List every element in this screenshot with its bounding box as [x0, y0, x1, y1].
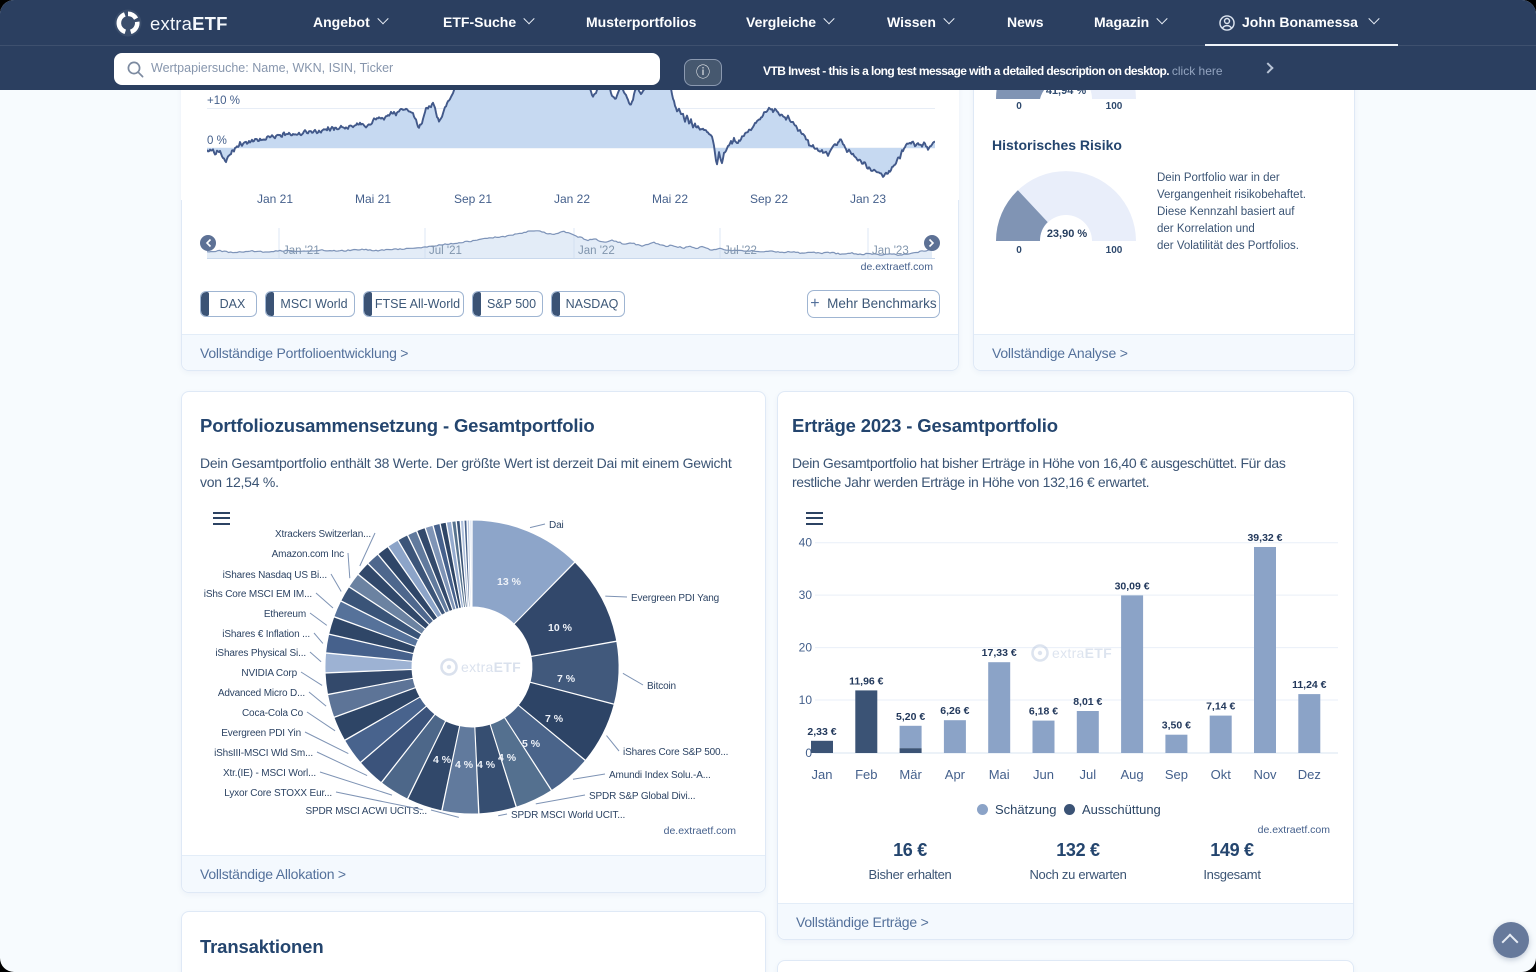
svg-text:Coca-Cola Co: Coca-Cola Co — [242, 708, 304, 719]
svg-text:6,26 €: 6,26 € — [940, 705, 969, 717]
svg-text:SPDR MSCI ACWI UCITS...: SPDR MSCI ACWI UCITS... — [305, 806, 427, 817]
svg-text:Sep: Sep — [1165, 767, 1188, 782]
svg-text:7,14 €: 7,14 € — [1206, 701, 1235, 713]
svg-text:0: 0 — [805, 746, 812, 760]
svg-text:iShares Physical Si...: iShares Physical Si... — [215, 648, 306, 659]
svg-text:39,32 €: 39,32 € — [1247, 532, 1282, 544]
svg-text:Advanced Micro D...: Advanced Micro D... — [218, 688, 305, 699]
svg-text:de.extraetf.com: de.extraetf.com — [861, 261, 934, 273]
svg-text:Amundi Index Solu.-A...: Amundi Index Solu.-A... — [609, 770, 711, 781]
svg-text:7 %: 7 % — [557, 673, 576, 685]
svg-text:0 %: 0 % — [207, 135, 227, 147]
svg-text:Xtr.(IE) - MSCI Worl...: Xtr.(IE) - MSCI Worl... — [223, 768, 316, 779]
svg-text:10: 10 — [799, 693, 813, 707]
svg-text:Apr: Apr — [945, 767, 966, 782]
svg-text:4 %: 4 % — [433, 754, 452, 766]
svg-text:Mär: Mär — [899, 767, 922, 782]
svg-text:SPDR MSCI World UCIT...: SPDR MSCI World UCIT... — [511, 810, 625, 821]
svg-text:10 %: 10 % — [548, 622, 573, 634]
svg-text:20: 20 — [799, 641, 813, 655]
svg-text:4 %: 4 % — [477, 759, 496, 771]
svg-text:Evergreen PDI Yang: Evergreen PDI Yang — [631, 593, 719, 604]
svg-text:Sep 21: Sep 21 — [454, 192, 492, 206]
svg-text:Jan: Jan — [812, 767, 833, 782]
svg-text:Jan 22: Jan 22 — [554, 192, 590, 206]
svg-text:Nov: Nov — [1253, 767, 1277, 782]
svg-text:Amazon.com Inc: Amazon.com Inc — [272, 549, 345, 560]
svg-text:Feb: Feb — [855, 767, 877, 782]
svg-text:Mai 21: Mai 21 — [355, 192, 391, 206]
svg-text:Aug: Aug — [1121, 767, 1144, 782]
svg-text:2,33 €: 2,33 € — [807, 726, 836, 738]
svg-text:Lyxor Core STOXX Eur...: Lyxor Core STOXX Eur... — [224, 788, 332, 799]
svg-text:Sep 22: Sep 22 — [750, 192, 788, 206]
svg-text:Jul '22: Jul '22 — [724, 245, 757, 257]
svg-text:extraETF: extraETF — [461, 659, 521, 675]
svg-text:5 %: 5 % — [522, 738, 541, 750]
svg-text:+10 %: +10 % — [207, 95, 240, 107]
svg-text:Jan '23: Jan '23 — [872, 245, 909, 257]
svg-text:Mai 22: Mai 22 — [652, 192, 688, 206]
svg-text:Ethereum: Ethereum — [264, 609, 306, 620]
svg-text:100: 100 — [1106, 101, 1123, 112]
svg-text:Jul: Jul — [1079, 767, 1096, 782]
svg-text:30,09 €: 30,09 € — [1115, 580, 1150, 592]
svg-text:Jan 21: Jan 21 — [257, 192, 293, 206]
svg-text:iShs Core MSCI EM IM...: iShs Core MSCI EM IM... — [204, 589, 312, 600]
svg-text:11,96 €: 11,96 € — [849, 675, 884, 687]
svg-text:30: 30 — [799, 588, 813, 602]
svg-text:Jan '21: Jan '21 — [283, 245, 320, 257]
svg-text:4 %: 4 % — [455, 759, 474, 771]
svg-text:iShares Core S&P 500...: iShares Core S&P 500... — [623, 747, 728, 758]
svg-text:iShares Nasdaq US Bi...: iShares Nasdaq US Bi... — [223, 570, 327, 581]
svg-text:100: 100 — [1106, 245, 1123, 256]
svg-text:Mai: Mai — [989, 767, 1010, 782]
svg-text:Evergreen PDI Yin: Evergreen PDI Yin — [221, 728, 301, 739]
svg-text:23,90 %: 23,90 % — [1047, 228, 1088, 240]
svg-text:3,50 €: 3,50 € — [1162, 720, 1191, 732]
svg-text:extraETF: extraETF — [1052, 645, 1112, 661]
svg-text:Jul '21: Jul '21 — [429, 245, 462, 257]
svg-text:5,20 €: 5,20 € — [896, 711, 925, 723]
svg-text:NVIDIA Corp: NVIDIA Corp — [241, 668, 297, 679]
svg-text:0: 0 — [1016, 245, 1022, 256]
svg-text:8,01 €: 8,01 € — [1073, 696, 1102, 708]
svg-text:4 %: 4 % — [498, 752, 517, 764]
svg-text:17,33 €: 17,33 € — [982, 647, 1017, 659]
svg-text:6,18 €: 6,18 € — [1029, 706, 1058, 718]
svg-text:Xtrackers Switzerlan...: Xtrackers Switzerlan... — [275, 529, 371, 540]
svg-text:0: 0 — [1016, 101, 1022, 112]
svg-text:iShsIII-MSCI Wld Sm...: iShsIII-MSCI Wld Sm... — [214, 748, 313, 759]
svg-text:13 %: 13 % — [497, 576, 522, 588]
svg-text:Jan '22: Jan '22 — [578, 245, 615, 257]
svg-text:iShares € Inflation ...: iShares € Inflation ... — [222, 629, 310, 640]
svg-text:Jan 23: Jan 23 — [850, 192, 886, 206]
svg-text:Dai: Dai — [549, 520, 564, 531]
svg-text:11,24 €: 11,24 € — [1292, 679, 1327, 691]
svg-text:7 %: 7 % — [545, 713, 564, 725]
svg-text:Bitcoin: Bitcoin — [647, 681, 676, 692]
svg-text:Okt: Okt — [1211, 767, 1232, 782]
svg-text:Dez: Dez — [1298, 767, 1321, 782]
svg-text:40: 40 — [799, 536, 813, 550]
svg-text:Jun: Jun — [1033, 767, 1054, 782]
svg-text:SPDR S&P Global Divi...: SPDR S&P Global Divi... — [589, 791, 695, 802]
